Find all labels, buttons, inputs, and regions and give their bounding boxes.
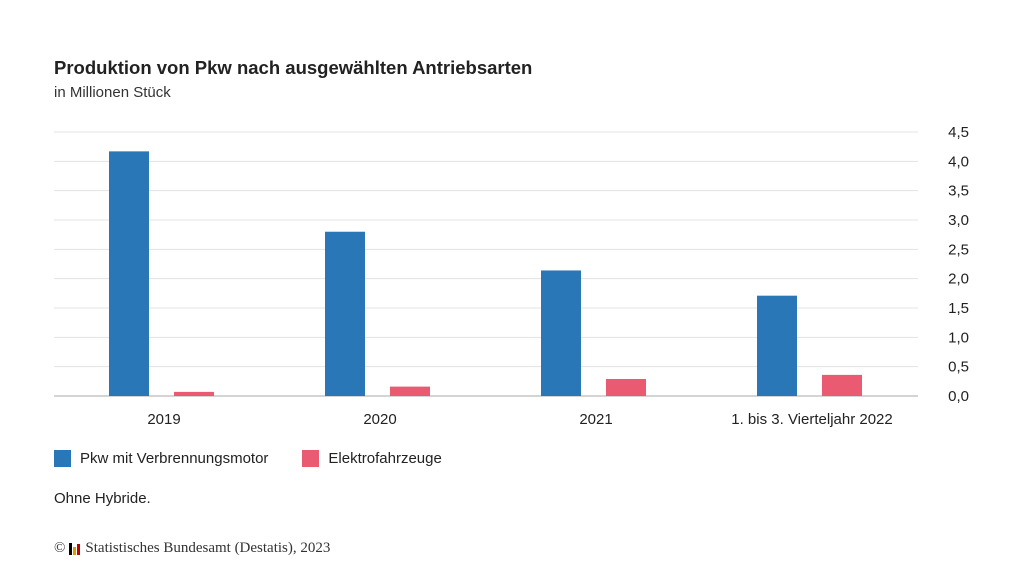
x-tick-label: 1. bis 3. Vierteljahr 2022 bbox=[731, 411, 893, 428]
source-credit: © Statistisches Bundesamt (Destatis), 20… bbox=[54, 540, 330, 557]
y-tick-label: 4,5 bbox=[948, 124, 969, 141]
bar-verbrennungsmotor bbox=[541, 270, 581, 396]
legend-label-elektrofahrzeuge: Elektrofahrzeuge bbox=[328, 450, 442, 467]
y-tick-label: 2,5 bbox=[948, 241, 969, 258]
bar-elektrofahrzeuge bbox=[174, 391, 214, 396]
y-tick-label: 3,0 bbox=[948, 212, 969, 229]
y-tick-label: 1,0 bbox=[948, 329, 969, 346]
x-tick-label: 2019 bbox=[147, 411, 180, 428]
source-text: Statistisches Bundesamt (Destatis), 2023 bbox=[85, 540, 331, 556]
x-tick-label: 2020 bbox=[363, 411, 396, 428]
bar-verbrennungsmotor bbox=[757, 295, 797, 396]
bar-verbrennungsmotor bbox=[325, 231, 365, 396]
y-tick-label: 1,5 bbox=[948, 300, 969, 317]
x-tick-label: 2021 bbox=[579, 411, 612, 428]
chart-note: Ohne Hybride. bbox=[54, 490, 151, 507]
copyright-symbol: © bbox=[54, 540, 66, 556]
bar-verbrennungsmotor bbox=[109, 151, 149, 396]
legend-swatch-elektrofahrzeuge bbox=[302, 450, 320, 467]
legend-swatch-verbrennungsmotor bbox=[54, 450, 71, 467]
bar-elektrofahrzeuge bbox=[606, 378, 646, 396]
destatis-logo-icon bbox=[69, 542, 81, 555]
legend-label-verbrennungsmotor: Pkw mit Verbrennungsmotor bbox=[80, 450, 269, 467]
y-tick-label: 3,5 bbox=[948, 183, 969, 200]
y-tick-label: 4,0 bbox=[948, 153, 969, 170]
legend-item-verbrennungsmotor[interactable]: Pkw mit Verbrennungsmotor bbox=[54, 450, 268, 467]
legend: Pkw mit Verbrennungsmotor Elektrofahrzeu… bbox=[54, 450, 476, 467]
bar-elektrofahrzeuge bbox=[390, 386, 430, 396]
y-tick-label: 0,0 bbox=[948, 388, 969, 405]
y-tick-label: 2,0 bbox=[948, 271, 969, 288]
chart-subtitle: in Millionen Stück bbox=[54, 84, 171, 101]
bar-elektrofahrzeuge bbox=[822, 374, 862, 396]
chart-title: Produktion von Pkw nach ausgewählten Ant… bbox=[54, 57, 533, 78]
legend-item-elektrofahrzeuge[interactable]: Elektrofahrzeuge bbox=[302, 450, 442, 467]
y-tick-label: 0,5 bbox=[948, 359, 969, 376]
